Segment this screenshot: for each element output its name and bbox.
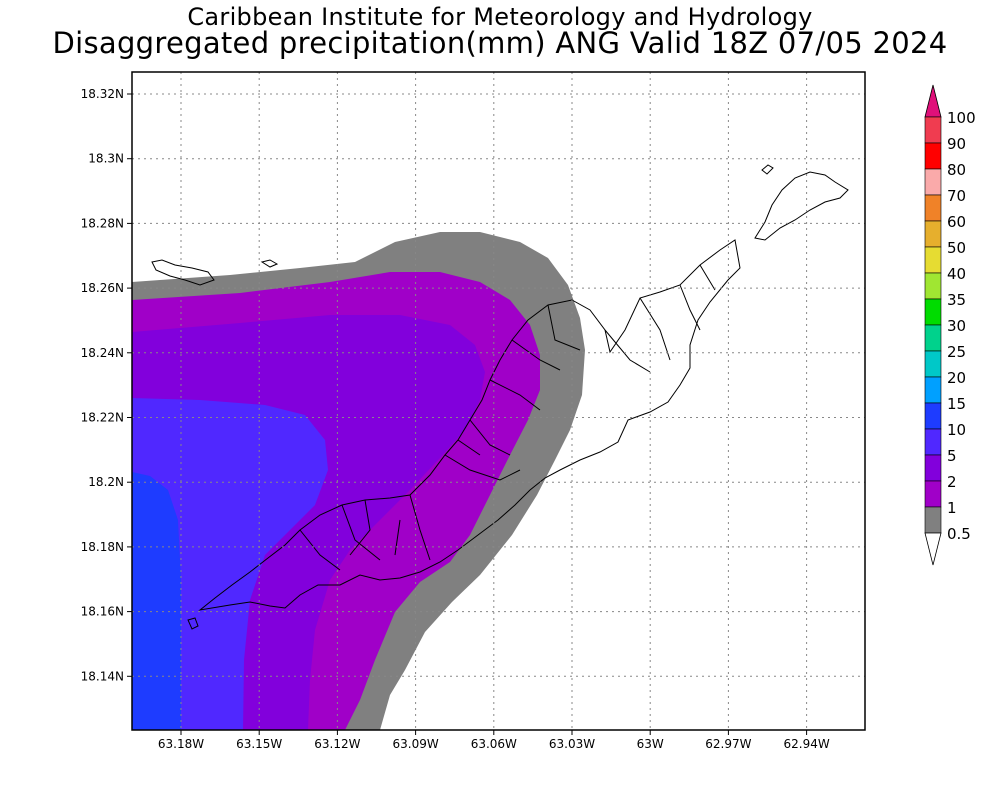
colorbar-label: 2	[947, 473, 957, 491]
lon-tick-label: 63.12W	[314, 737, 360, 751]
colorbar-label: 60	[947, 213, 966, 231]
plot-frame	[131, 71, 866, 731]
small-cay-outline	[260, 259, 279, 268]
lat-tick-label: 18.22N	[81, 411, 124, 425]
colorbar-label: 80	[947, 161, 966, 179]
colorbar-label: 90	[947, 135, 966, 153]
district-boundaries	[299, 264, 716, 571]
colorbar-box	[924, 220, 942, 248]
northeast-islet-outline	[761, 164, 774, 175]
colorbar-label: 20	[947, 369, 966, 387]
colorbar-label: 30	[947, 317, 966, 335]
colorbar-box	[924, 402, 942, 430]
lon-tick-label: 63.03W	[549, 737, 595, 751]
colorbar-label: 70	[947, 187, 966, 205]
lat-tick-label: 18.28N	[81, 216, 124, 230]
colorbar-box	[924, 376, 942, 404]
lat-tick-label: 18.14N	[81, 669, 124, 683]
colorbar-label: 100	[947, 109, 976, 127]
colorbar-box	[924, 506, 942, 534]
lon-tick-label: 62.97W	[705, 737, 751, 751]
colorbar-label: 50	[947, 239, 966, 257]
lat-tick-label: 18.3N	[88, 152, 124, 166]
lat-tick-label: 18.18N	[81, 540, 124, 554]
southwest-islet-outline	[187, 617, 199, 630]
lon-tick-label: 62.94W	[783, 737, 829, 751]
map-grid	[132, 72, 865, 730]
lon-tick-label: 63.09W	[392, 737, 438, 751]
lat-tick-label: 18.24N	[81, 346, 124, 360]
colorbar-label: 5	[947, 447, 957, 465]
colorbar-label: 0.5	[947, 525, 971, 543]
colorbar-box	[924, 324, 942, 352]
lat-tick-label: 18.26N	[81, 281, 124, 295]
colorbar-box	[924, 480, 942, 508]
lat-tick-label: 18.16N	[81, 605, 124, 619]
lon-tick-label: 63.15W	[236, 737, 282, 751]
colorbar-label: 10	[947, 421, 966, 439]
lon-tick-label: 63.06W	[471, 737, 517, 751]
colorbar-bottom-arrow	[924, 532, 942, 566]
colorbar-box	[924, 194, 942, 222]
colorbar-label: 1	[947, 499, 957, 517]
colorbar-box	[924, 272, 942, 300]
colorbar-box	[924, 428, 942, 456]
colorbar-label: 25	[947, 343, 966, 361]
colorbar-box	[924, 454, 942, 482]
colorbar-label: 40	[947, 265, 966, 283]
longitude-axis: 63.18W 63.15W 63.12W 63.09W 63.06W 63.03W 63W 6…	[158, 730, 830, 751]
tortola-island-outline	[198, 239, 741, 611]
coastlines	[151, 164, 849, 630]
chart-subtitle: Disaggregated precipitation(mm) ANG Vali…	[52, 26, 948, 60]
jost-van-dyke-outline	[151, 259, 215, 286]
lon-tick-label: 63.18W	[158, 737, 204, 751]
colorbar-box	[924, 142, 942, 170]
colorbar-box	[924, 350, 942, 378]
colorbar-box	[924, 168, 942, 196]
virgin-gorda-outline	[754, 171, 849, 241]
colorbar-label: 15	[947, 395, 966, 413]
lon-tick-label: 63W	[637, 737, 664, 751]
colorbar-box	[924, 116, 942, 144]
colorbar-box	[924, 298, 942, 326]
latitude-axis: 18.32N 18.3N 18.28N 18.26N 18.24N 18.22N 18.2N…	[81, 87, 132, 683]
chart-title: Caribbean Institute for Meteorology and …	[187, 3, 813, 31]
colorbar-top-arrow	[924, 84, 942, 118]
colorbar-box	[924, 246, 942, 274]
lat-tick-label: 18.2N	[88, 475, 124, 489]
contour-blue	[132, 472, 181, 730]
lat-tick-label: 18.32N	[81, 87, 124, 101]
colorbar-label: 35	[947, 291, 966, 309]
